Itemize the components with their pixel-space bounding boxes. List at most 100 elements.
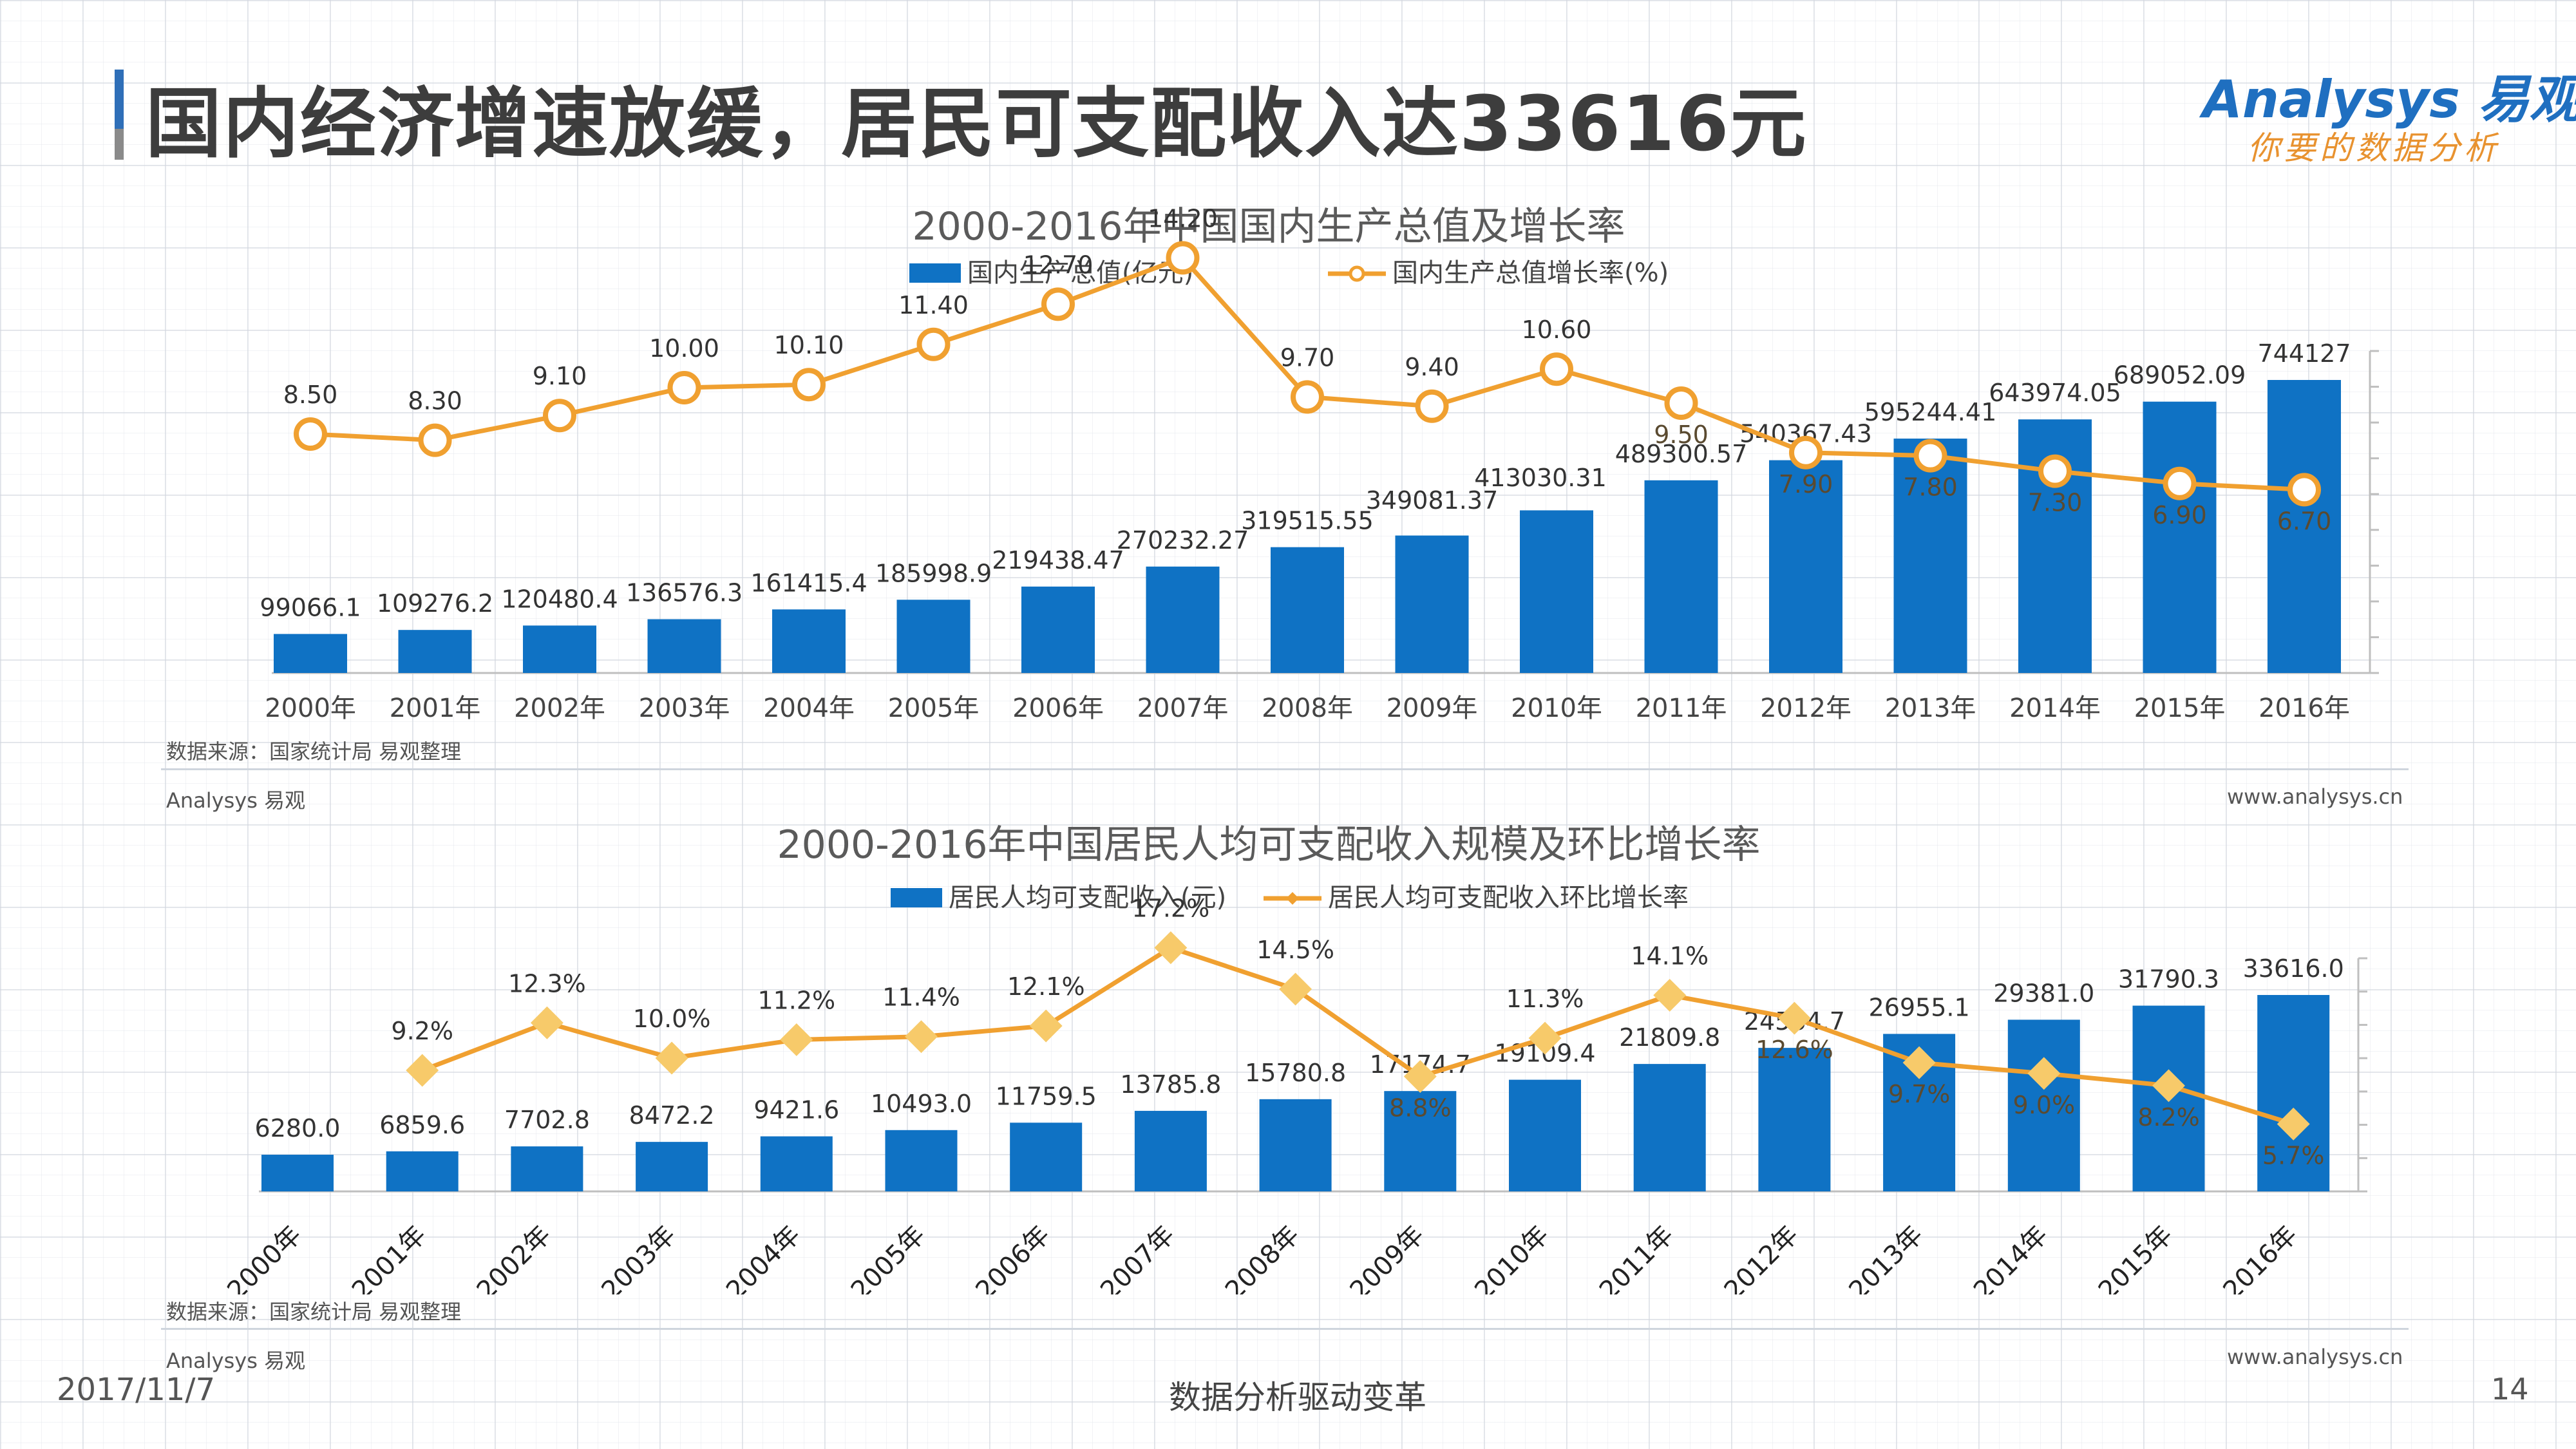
- series-line: [310, 255, 2305, 492]
- line-value-label: 12.70: [1023, 251, 1094, 279]
- x-tick-label: 2003年: [596, 1220, 681, 1294]
- line-point: [406, 1054, 439, 1087]
- line-value-label: 10.00: [649, 334, 719, 363]
- line-value-label: 11.2%: [757, 986, 835, 1014]
- bar: [1146, 566, 1220, 673]
- line-point: [1041, 287, 1075, 321]
- chart-title: 2000-2016年中国国内生产总值及增长率: [912, 204, 1625, 249]
- bar: [1893, 439, 1967, 673]
- bar-value-label: 689052.09: [2114, 361, 2246, 390]
- x-tick-label: 2008年: [1262, 694, 1353, 723]
- line-point: [418, 423, 452, 457]
- legend-line-label: 国内生产总值增长率(%): [1392, 258, 1669, 288]
- legend-line-marker: [1349, 265, 1365, 282]
- chart2-brand: Analysys 易观: [166, 1349, 306, 1373]
- bar: [1509, 1079, 1581, 1191]
- bar-value-label: 413030.31: [1474, 464, 1607, 492]
- x-tick-label: 2016年: [2217, 1220, 2303, 1294]
- chart1-brand: Analysys 易观: [166, 788, 306, 813]
- x-tick-label: 2009年: [1387, 694, 1478, 723]
- line-point: [780, 1023, 813, 1056]
- line-value-label: 8.30: [408, 387, 462, 415]
- legend-line-marker: [1286, 892, 1299, 905]
- line-point: [1415, 389, 1449, 423]
- bar: [1769, 460, 1842, 673]
- bar-value-label: 120480.4: [501, 585, 618, 613]
- x-tick-label: 2010年: [1511, 694, 1602, 723]
- line-point: [294, 417, 327, 451]
- bar: [1134, 1110, 1207, 1191]
- line-value-label: 7.30: [2028, 489, 2083, 517]
- x-tick-label: 2014年: [2009, 694, 2101, 723]
- line-value-label: 9.7%: [1888, 1080, 1951, 1108]
- x-tick-label: 2000年: [222, 1220, 307, 1294]
- line-value-label: 9.70: [1280, 343, 1335, 372]
- x-tick-label: 2005年: [846, 1220, 931, 1294]
- line-point: [916, 327, 951, 361]
- line-value-label: 10.10: [774, 331, 844, 359]
- line-value-label: 9.40: [1405, 353, 1459, 381]
- line-point: [1154, 931, 1188, 965]
- bar-value-label: 7702.8: [504, 1106, 590, 1134]
- bar: [2007, 1019, 2080, 1191]
- bar-value-label: 319515.55: [1241, 507, 1374, 535]
- bar-value-label: 29381.0: [1993, 979, 2094, 1007]
- bar-value-label: 10493.0: [871, 1090, 972, 1118]
- bar: [2257, 995, 2330, 1191]
- bar-value-label: 744127: [2257, 339, 2351, 368]
- bar: [274, 634, 347, 673]
- legend-bar-label: 国内生产总值(亿元): [967, 258, 1193, 288]
- bar: [2268, 380, 2341, 673]
- x-tick-label: 2011年: [1636, 694, 1727, 723]
- bar: [2143, 401, 2217, 673]
- title-accent-bar-lower: [115, 129, 124, 160]
- x-tick-label: 2001年: [390, 694, 481, 723]
- line-value-label: 11.3%: [1506, 985, 1584, 1013]
- line-point: [792, 368, 826, 402]
- x-tick-label: 2009年: [1345, 1220, 1430, 1294]
- bar: [1259, 1099, 1332, 1191]
- line-value-label: 9.50: [1654, 421, 1709, 449]
- line-value-label: 8.8%: [1389, 1094, 1452, 1122]
- bar: [386, 1151, 459, 1191]
- bar: [760, 1136, 833, 1191]
- x-tick-label: 2013年: [1843, 1220, 1929, 1294]
- line-point: [1279, 972, 1312, 1006]
- bar-value-label: 26955.1: [1869, 993, 1970, 1021]
- x-tick-label: 2015年: [2093, 1220, 2179, 1294]
- bar-value-label: 13785.8: [1120, 1070, 1221, 1099]
- line-value-label: 5.7%: [2262, 1141, 2325, 1170]
- x-tick-label: 2014年: [1968, 1220, 2054, 1294]
- x-tick-label: 2006年: [1012, 694, 1104, 723]
- line-point: [1291, 380, 1324, 414]
- bar: [398, 630, 472, 673]
- x-tick-label: 2002年: [471, 1220, 557, 1294]
- x-tick-label: 2006年: [970, 1220, 1056, 1294]
- income-chart: 2000-2016年中国居民人均可支配收入规模及环比增长率居民人均可支配收入(元…: [222, 822, 2367, 1294]
- chart1-divider: [161, 768, 2409, 770]
- legend-line-label: 居民人均可支配收入环比增长率: [1328, 883, 1689, 913]
- chart2-source: 数据来源：国家统计局 易观整理: [166, 1300, 462, 1324]
- footer-date: 2017/11/7: [57, 1372, 216, 1408]
- line-value-label: 14.5%: [1256, 936, 1334, 964]
- bar: [1010, 1122, 1083, 1191]
- page-number: 14: [2491, 1372, 2529, 1406]
- bar-value-label: 6859.6: [379, 1111, 465, 1139]
- line-value-label: 11.4%: [882, 983, 960, 1012]
- bar: [1395, 535, 1469, 673]
- x-tick-label: 2011年: [1594, 1220, 1680, 1294]
- bar: [261, 1155, 334, 1191]
- x-tick-label: 2007年: [1137, 694, 1229, 723]
- bar-value-label: 15780.8: [1245, 1059, 1346, 1087]
- line-point: [1789, 435, 1823, 469]
- bar-value-label: 489300.57: [1615, 440, 1748, 468]
- line-point: [530, 1006, 564, 1039]
- line-point: [2038, 454, 2072, 488]
- line-value-label: 12.3%: [508, 969, 586, 998]
- bar-value-label: 9421.6: [753, 1096, 839, 1124]
- bar-value-label: 21809.8: [1619, 1023, 1720, 1052]
- line-point: [1540, 352, 1573, 386]
- bar-value-label: 270232.27: [1117, 526, 1249, 554]
- line-point: [905, 1020, 938, 1054]
